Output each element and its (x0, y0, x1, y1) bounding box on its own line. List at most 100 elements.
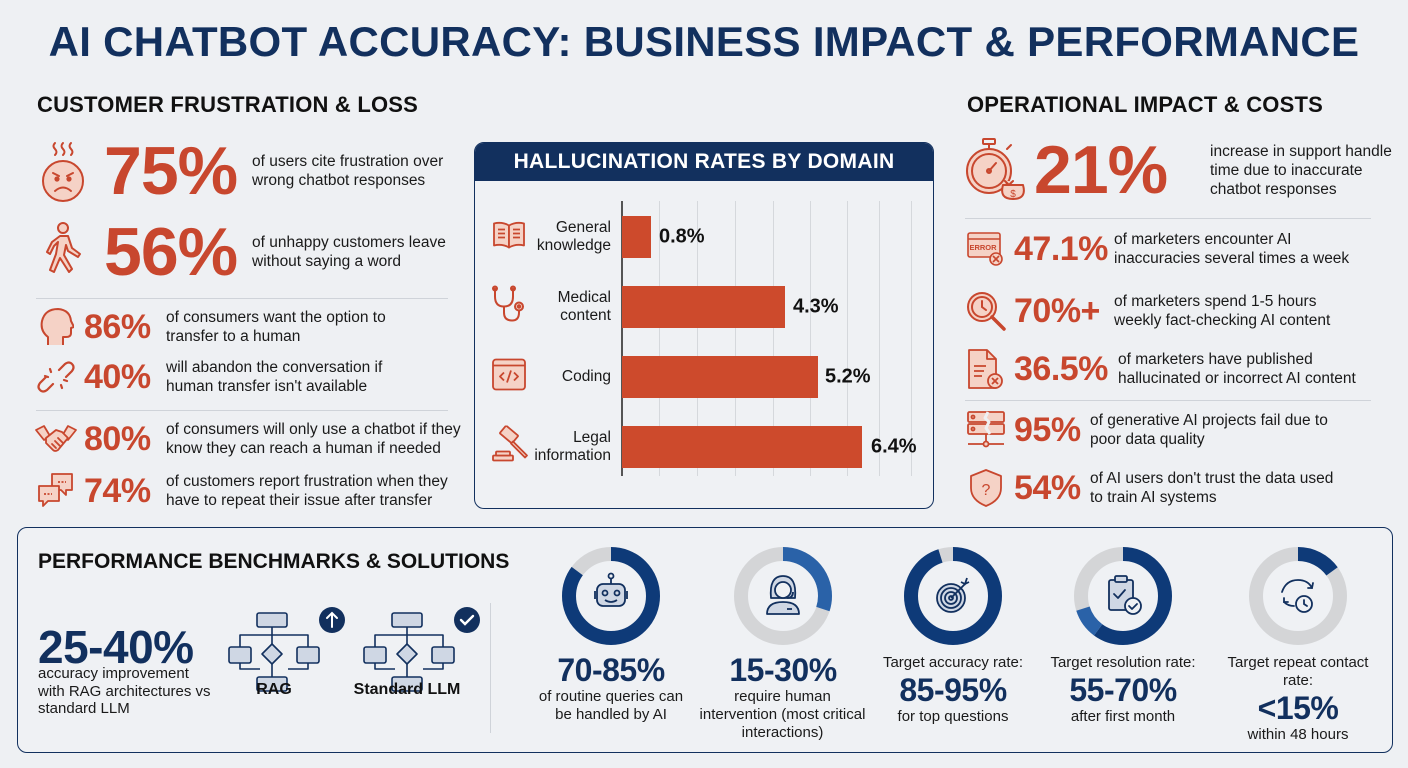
stat-description: of customers report frustration when the… (166, 473, 448, 509)
stat-86: 86% of consumers want the option to tran… (34, 307, 416, 347)
stat-74: 74% of customers report frustration when… (34, 472, 471, 510)
stat-value: 74% (84, 472, 151, 510)
stat-value: 75% (104, 133, 238, 209)
stat-value: 56% (104, 214, 238, 290)
rag-label: RAG (256, 681, 292, 698)
stat-value: 80% (84, 420, 151, 458)
stat-description: will abandon the conversation if human t… (166, 359, 383, 395)
svg-text:?: ? (982, 482, 991, 499)
stat-36: 36.5% of marketers have published halluc… (962, 348, 1373, 390)
handshake-icon (34, 422, 78, 456)
bar-row-general: General knowledge 0.8% (475, 216, 933, 258)
bar-label: General knowledge (536, 219, 611, 254)
bar-general-knowledge (622, 216, 651, 258)
robot-icon (562, 547, 660, 645)
bar-row-medical: Medical content 4.3% (475, 285, 933, 330)
divider (965, 400, 1371, 401)
bar-label: Coding (561, 368, 611, 385)
bar-medical-content (622, 286, 785, 328)
standard-llm-label: Standard LLM (353, 681, 461, 698)
divider (36, 298, 448, 299)
bar-chart: General knowledge 0.8% Medical content 4… (475, 181, 933, 508)
open-book-icon (491, 220, 527, 255)
donut-routine-queries: 70-85% of routine queries can be handled… (526, 546, 696, 724)
donut-prefix: Target repeat contact rate: (1227, 654, 1369, 689)
bar-label: Legal information (534, 429, 611, 464)
head-profile-icon (34, 307, 78, 347)
stat-value: 47.1% (1014, 230, 1108, 268)
stat-description: of users cite frustration over wrong cha… (252, 153, 444, 189)
gridline (847, 201, 848, 476)
page-title: AI CHATBOT ACCURACY: BUSINESS IMPACT & P… (48, 18, 1360, 65)
hallucination-chart-panel: HALLUCINATION RATES BY DOMAIN General kn… (474, 142, 934, 509)
document-error-icon (962, 348, 1010, 390)
stat-value: 21% (1034, 132, 1168, 208)
donut-description: require human intervention (most critica… (699, 688, 866, 741)
repeat-clock-icon (1249, 547, 1347, 645)
stat-21: $ 21% increase in support handle time du… (962, 136, 1408, 204)
rag-improvement-value: 25-40% (38, 621, 194, 673)
gridline (735, 201, 736, 476)
code-window-icon (491, 358, 527, 397)
walking-person-icon (32, 220, 94, 284)
stat-description: of AI users don't trust the data used to… (1090, 470, 1334, 506)
chat-bubbles-icon (34, 472, 78, 510)
stat-value: 36.5% (1014, 350, 1108, 388)
stat-95: 95% of generative AI projects fail due t… (962, 410, 1340, 450)
stethoscope-icon (491, 285, 527, 330)
section-title-benchmarks: PERFORMANCE BENCHMARKS & SOLUTIONS (38, 550, 510, 573)
stat-70plus: 70%+ of marketers spend 1-5 hours weekly… (962, 290, 1364, 332)
stat-56: 56% of unhappy customers leave without s… (32, 218, 472, 286)
gridline (773, 201, 774, 476)
donut-prefix: Target resolution rate: (1050, 654, 1196, 671)
bar-value: 6.4% (871, 435, 917, 458)
stopwatch-money-icon: $ (962, 137, 1026, 203)
stat-value: 54% (1014, 469, 1081, 507)
stat-value: 70%+ (1014, 292, 1100, 330)
svg-text:$: $ (1010, 189, 1016, 200)
gridline (659, 201, 660, 476)
gavel-icon (491, 425, 531, 469)
broken-server-icon (962, 410, 1010, 450)
angry-face-icon (32, 139, 94, 203)
y-axis (621, 201, 623, 476)
donut-description: within 48 hours (1247, 726, 1349, 743)
stat-description: of marketers spend 1-5 hours weekly fact… (1114, 293, 1331, 329)
stat-description: of marketers encounter AI inaccuracies s… (1114, 231, 1350, 267)
stat-47: ERROR 47.1% of marketers encounter AI in… (962, 230, 1364, 268)
bar-coding (622, 356, 818, 398)
svg-text:ERROR: ERROR (969, 243, 997, 252)
stat-value: 86% (84, 308, 151, 346)
stat-value: 40% (84, 358, 151, 396)
donut-target-accuracy: Target accuracy rate: 85-95% for top que… (868, 546, 1038, 726)
donut-description: of routine queries can be handled by AI (538, 688, 684, 723)
donut-description: for top questions (897, 708, 1009, 725)
target-icon (904, 547, 1002, 645)
stat-description: of unhappy customers leave without sayin… (252, 234, 446, 270)
donut-description: after first month (1070, 708, 1176, 725)
gridline (810, 201, 811, 476)
bar-legal-information (622, 426, 862, 468)
rag-flowchart-icon (227, 605, 347, 700)
section-title-customer: CUSTOMER FRUSTRATION & LOSS (37, 92, 419, 117)
error-window-icon: ERROR (962, 231, 1010, 267)
bar-row-legal: Legal information 6.4% (475, 425, 933, 469)
bar-value: 0.8% (659, 225, 705, 248)
stat-description: of marketers have published hallucinated… (1118, 351, 1356, 387)
donut-human-intervention: 15-30% require human intervention (most … (698, 546, 868, 742)
broken-link-icon (34, 358, 78, 396)
stat-40: 40% will abandon the conversation if hum… (34, 358, 416, 396)
stat-80: 80% of consumers will only use a chatbot… (34, 420, 471, 458)
stat-description: of consumers want the option to transfer… (166, 309, 386, 345)
donut-prefix: Target accuracy rate: (882, 654, 1024, 671)
stat-description: of generative AI projects fail due to po… (1090, 412, 1328, 448)
stat-description: of consumers will only use a chatbot if … (166, 421, 461, 457)
bar-label: Medical content (557, 289, 611, 324)
stat-description: increase in support handle time due to i… (1210, 142, 1392, 198)
gridline (879, 201, 880, 476)
divider (36, 410, 448, 411)
standard-llm-flowchart-icon (362, 605, 482, 700)
bar-value: 4.3% (793, 295, 839, 318)
stat-75: 75% of users cite frustration over wrong… (32, 137, 472, 205)
bar-row-coding: Coding 5.2% (475, 356, 933, 398)
